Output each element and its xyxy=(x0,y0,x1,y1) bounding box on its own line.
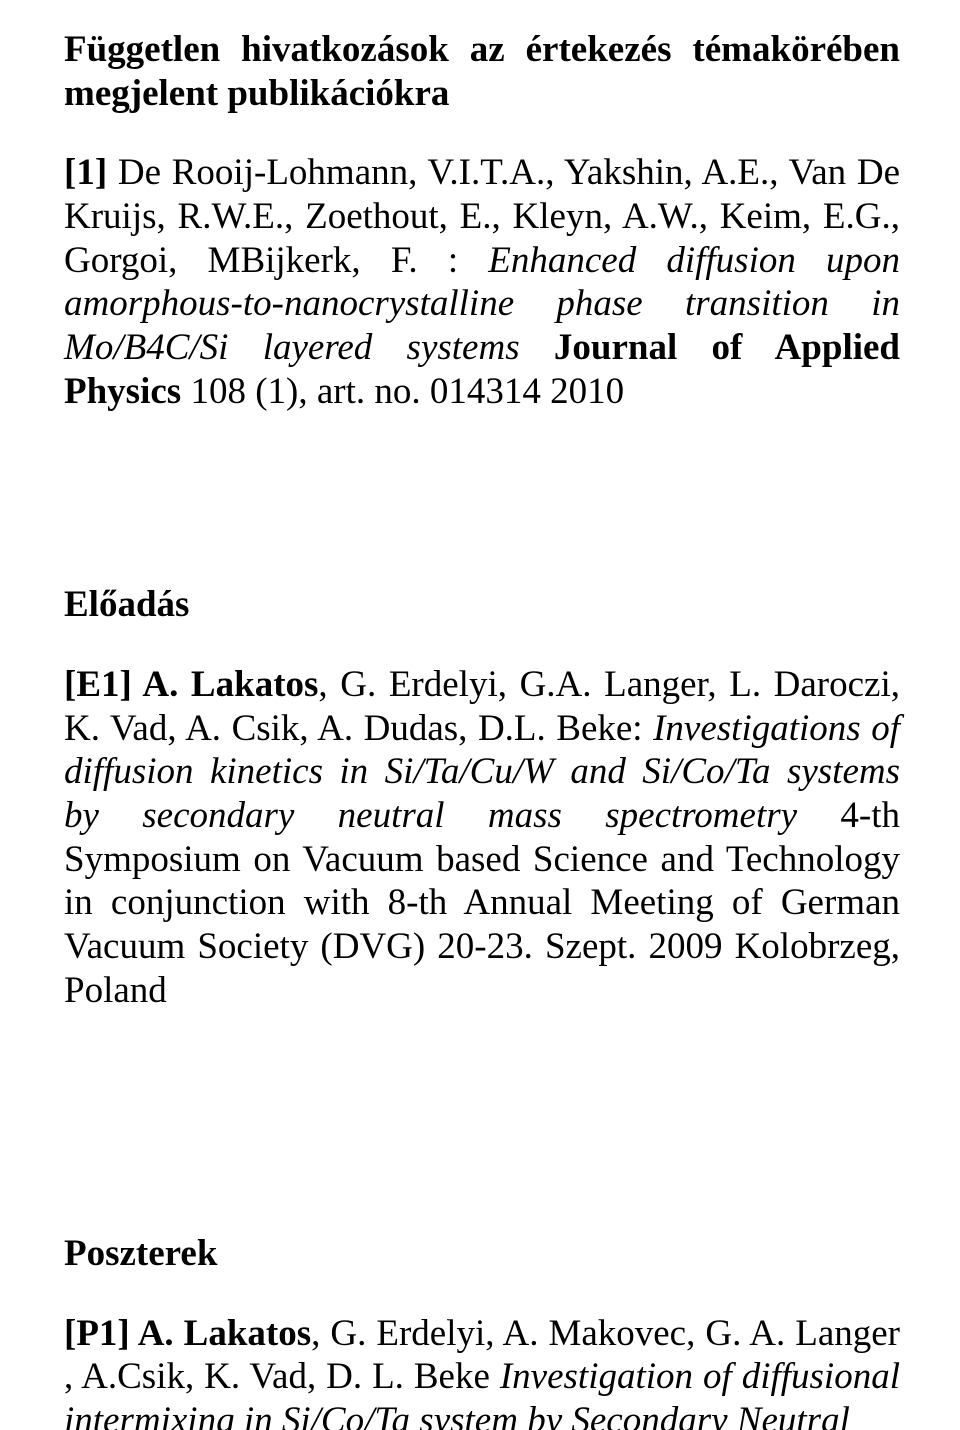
spacer xyxy=(64,413,900,583)
ref1-key: [1] xyxy=(64,152,107,193)
refE1-key: [E1] xyxy=(64,664,142,705)
section-posters-title: Poszterek xyxy=(64,1232,900,1276)
section-presentation-title: Előadás xyxy=(64,583,900,627)
reference-1: [1] De Rooij-Lohmann, V.I.T.A., Yakshin,… xyxy=(64,151,900,413)
refE1-author-bold: A. Lakatos xyxy=(142,664,318,705)
reference-e1: [E1] A. Lakatos, G. Erdelyi, G.A. Langer… xyxy=(64,663,900,1012)
refP1-key: [P1] xyxy=(64,1313,138,1354)
document-page: Független hivatkozások az értekezés téma… xyxy=(0,0,960,1430)
spacer xyxy=(64,1012,900,1232)
page-heading: Független hivatkozások az értekezés téma… xyxy=(64,28,900,115)
ref1-tail: 108 (1), art. no. 014314 2010 xyxy=(181,371,624,412)
refP1-author-bold: A. Lakatos xyxy=(138,1313,311,1354)
reference-p1: [P1] A. Lakatos, G. Erdelyi, A. Makovec,… xyxy=(64,1312,900,1430)
